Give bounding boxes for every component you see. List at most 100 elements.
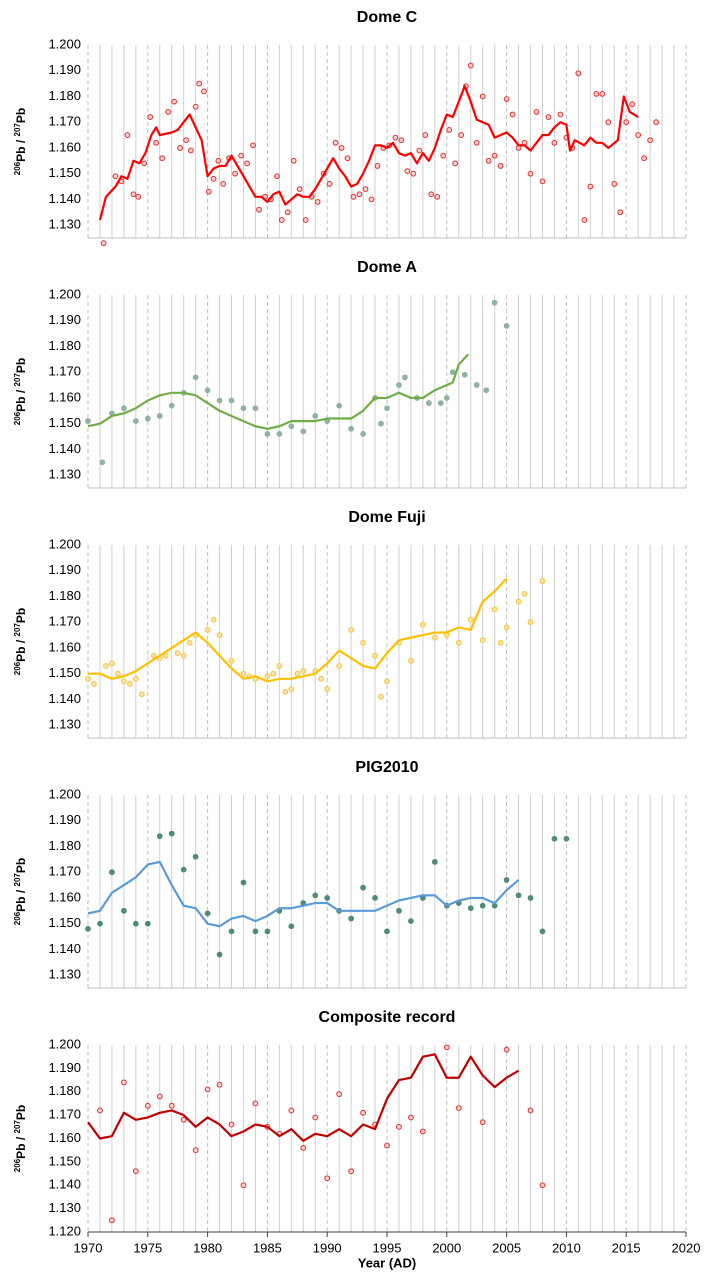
data-point xyxy=(360,884,366,891)
data-point xyxy=(228,928,235,935)
data-point xyxy=(479,637,486,644)
y-tick-label: 1.140 xyxy=(48,691,81,706)
data-point xyxy=(479,902,486,909)
data-point xyxy=(332,139,339,146)
data-point xyxy=(156,833,163,840)
x-tick-label: 2020 xyxy=(672,1240,701,1255)
data-point xyxy=(192,103,199,110)
data-point xyxy=(216,951,223,958)
data-point xyxy=(120,678,127,685)
data-point xyxy=(302,217,309,223)
data-point xyxy=(100,240,107,247)
data-point xyxy=(372,895,378,901)
data-point xyxy=(252,928,259,935)
data-point xyxy=(503,1046,510,1053)
data-point xyxy=(264,431,271,437)
data-point xyxy=(443,1044,450,1051)
data-point xyxy=(112,173,119,180)
trend-line xyxy=(87,1053,520,1142)
y-axis-label-part: Pb / xyxy=(14,1134,28,1159)
data-point xyxy=(473,382,480,388)
data-point xyxy=(647,137,654,144)
data-point xyxy=(362,186,369,193)
data-point xyxy=(384,928,390,935)
y-tick-label: 1.160 xyxy=(48,639,81,654)
y-axis-label-part: Pb / xyxy=(14,637,28,662)
data-point xyxy=(240,405,247,412)
data-point xyxy=(228,1121,235,1128)
data-point xyxy=(192,1147,199,1154)
data-point xyxy=(384,678,390,685)
data-point xyxy=(344,155,351,162)
y-tick-label: 1.130 xyxy=(48,1200,81,1215)
data-point xyxy=(587,183,594,190)
data-point xyxy=(132,1168,139,1175)
data-point xyxy=(165,109,172,115)
y-tick-label: 1.150 xyxy=(48,165,81,180)
data-point xyxy=(410,170,417,177)
data-point xyxy=(348,915,355,922)
data-point xyxy=(324,895,331,901)
data-point xyxy=(408,657,414,664)
data-point xyxy=(312,413,319,419)
data-point xyxy=(120,1079,127,1086)
y-axis-label-part: 206 xyxy=(13,161,22,175)
y-tick-label: 1.180 xyxy=(48,588,81,603)
data-point xyxy=(228,657,235,664)
y-tick-label: 1.150 xyxy=(48,665,81,680)
y-axis-label-part: 207 xyxy=(13,123,22,137)
data-point xyxy=(216,632,223,638)
y-tick-label: 1.190 xyxy=(48,312,81,327)
data-point xyxy=(97,1107,103,1114)
data-point xyxy=(205,188,212,195)
y-tick-label: 1.120 xyxy=(48,1223,81,1238)
data-point xyxy=(252,405,259,412)
data-point xyxy=(545,114,552,120)
y-tick-label: 1.190 xyxy=(48,1060,81,1075)
data-point xyxy=(103,663,109,669)
data-point xyxy=(557,111,564,118)
data-point xyxy=(611,181,618,187)
data-point xyxy=(336,663,343,669)
y-axis-label-part: 207 xyxy=(13,1120,22,1134)
data-point xyxy=(171,98,178,105)
data-point xyxy=(408,1114,414,1121)
data-point xyxy=(153,139,160,146)
y-axis-label: 206Pb / 207Pb xyxy=(13,608,29,675)
y-axis-label-part: Pb / xyxy=(14,137,28,162)
data-point xyxy=(215,157,222,164)
data-point xyxy=(434,193,441,200)
data-point xyxy=(419,621,426,628)
data-point xyxy=(228,397,235,404)
data-point xyxy=(204,387,211,394)
data-point xyxy=(392,134,399,141)
data-point xyxy=(252,1100,259,1107)
data-point xyxy=(437,400,444,406)
y-axis-label-part: Pb xyxy=(14,1105,28,1120)
data-point xyxy=(312,892,319,899)
data-point xyxy=(177,145,183,151)
y-tick-label: 1.140 xyxy=(48,941,81,956)
y-axis-label-part: 206 xyxy=(13,661,22,675)
data-point xyxy=(99,459,106,466)
x-tick-label: 1970 xyxy=(74,1240,103,1255)
data-point xyxy=(384,1142,390,1149)
data-point xyxy=(180,1116,187,1123)
y-tick-label: 1.200 xyxy=(48,786,81,801)
data-point xyxy=(180,866,187,873)
data-point xyxy=(109,1217,115,1224)
data-point xyxy=(132,675,139,682)
y-tick-label: 1.200 xyxy=(48,36,81,51)
y-tick-label: 1.160 xyxy=(48,1130,81,1145)
data-point xyxy=(503,877,510,883)
data-point xyxy=(324,686,331,693)
data-point xyxy=(419,1128,426,1135)
data-point xyxy=(443,395,450,401)
data-point xyxy=(290,157,297,164)
data-point xyxy=(360,1109,366,1116)
trend-line xyxy=(98,85,639,221)
data-point xyxy=(282,688,289,695)
data-point xyxy=(653,119,659,126)
